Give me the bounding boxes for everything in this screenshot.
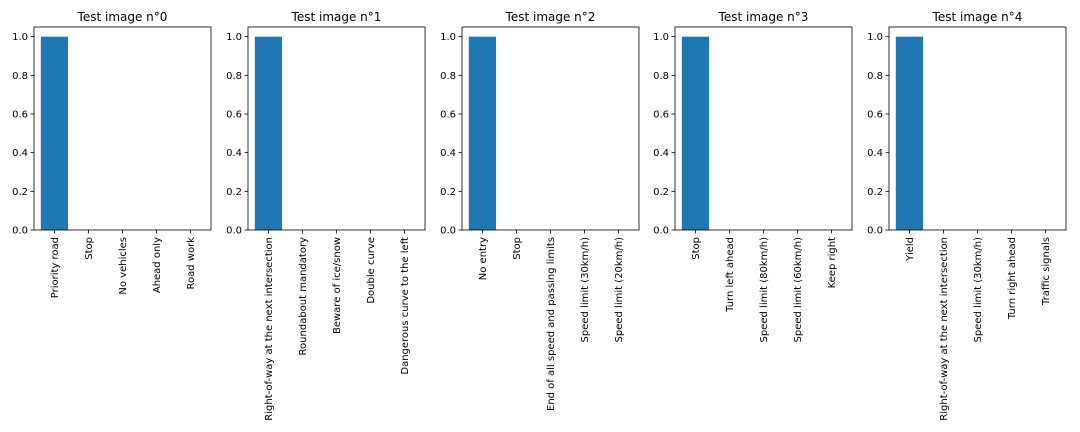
y-tick-label: 0.4: [226, 148, 242, 159]
bar: [254, 36, 283, 230]
y-tick-label: 1.0: [12, 32, 28, 43]
y-tick-label: 0.2: [653, 187, 669, 198]
x-tick-label: End of all speed and passing limits: [546, 237, 557, 411]
y-tick-label: 1.0: [440, 32, 456, 43]
x-tick-label: Ahead only: [152, 237, 163, 293]
x-tick-label: Stop: [512, 237, 523, 260]
x-tick-label: Dangerous curve to the left: [400, 237, 411, 375]
bar: [895, 36, 924, 230]
y-tick-label: 0.6: [440, 110, 456, 121]
x-tick-label: Stop: [84, 237, 95, 260]
x-tick-label: Speed limit (30km/h): [580, 237, 591, 343]
x-tick-label: Stop: [691, 237, 702, 260]
y-tick-label: 0.0: [867, 226, 883, 237]
x-tick-label: Speed limit (20km/h): [614, 237, 625, 343]
x-tick-label: Roundabout mandatory: [298, 237, 309, 356]
chart-title: Test image n°2: [505, 10, 596, 24]
y-tick-label: 0.8: [440, 71, 456, 82]
y-tick-label: 1.0: [226, 32, 242, 43]
x-tick-label: Yield: [905, 237, 916, 262]
y-tick-label: 1.0: [653, 32, 669, 43]
x-tick-label: Speed limit (30km/h): [973, 237, 984, 343]
x-tick-label: Turn right ahead: [1007, 237, 1018, 320]
y-tick-label: 0.6: [653, 110, 669, 121]
chart-panel-2: Test image n°2 0.0 0.2 0.4 0.6 0.8 1.0 No entry…: [440, 10, 640, 411]
chart-panel-3: Test image n°3 0.0 0.2 0.4 0.6 0.8 1.0 Stop Turn…: [653, 10, 853, 343]
y-tick-label: 0.8: [226, 71, 242, 82]
y-tick-label: 0.4: [12, 148, 28, 159]
x-tick-label: Double curve: [366, 237, 377, 304]
x-tick-label: Right-of-way at the next intersection: [939, 237, 950, 421]
bar: [40, 36, 69, 230]
y-tick-label: 0.8: [12, 71, 28, 82]
x-tick-label: Keep right: [827, 237, 838, 288]
y-tick-label: 0.2: [440, 187, 456, 198]
chart-title: Test image n°0: [77, 10, 168, 24]
chart-title: Test image n°1: [291, 10, 382, 24]
y-tick-label: 0.0: [440, 226, 456, 237]
y-tick-label: 0.6: [867, 110, 883, 121]
y-tick-label: 0.0: [12, 226, 28, 237]
x-tick-label: Turn left ahead: [725, 237, 736, 313]
chart-panel-4: Test image n°4 0.0 0.2 0.4 0.6 0.8 1.0 Yield Rig…: [867, 10, 1067, 421]
y-tick-label: 0.0: [226, 226, 242, 237]
x-tick-label: Speed limit (80km/h): [759, 237, 770, 343]
chart-title: Test image n°3: [718, 10, 809, 24]
x-tick-label: Speed limit (60km/h): [793, 237, 804, 343]
y-tick-label: 0.2: [12, 187, 28, 198]
bar: [681, 36, 710, 230]
x-tick-label: Priority road: [50, 237, 61, 298]
y-tick-label: 0.8: [653, 71, 669, 82]
y-tick-label: 0.6: [12, 110, 28, 121]
y-tick-label: 0.6: [226, 110, 242, 121]
bar: [468, 36, 497, 230]
x-tick-label: Beware of ice/snow: [332, 237, 343, 334]
y-tick-label: 0.0: [653, 226, 669, 237]
chart-title: Test image n°4: [932, 10, 1023, 24]
y-tick-label: 0.4: [867, 148, 883, 159]
y-tick-label: 0.4: [653, 148, 669, 159]
y-tick-label: 1.0: [867, 32, 883, 43]
y-tick-label: 0.2: [226, 187, 242, 198]
x-tick-label: Right-of-way at the next intersection: [264, 237, 275, 421]
chart-panel-1: Test image n°1 0.0 0.2 0.4 0.6 0.8 1.0 Right-of…: [226, 10, 426, 421]
x-tick-label: Traffic signals: [1041, 237, 1052, 306]
x-tick-label: No entry: [478, 237, 489, 280]
chart-panel-0: Test image n°0 0.0 0.2 0.4 0.6 0.8 1.0 Priority…: [12, 10, 212, 298]
x-tick-label: Road work: [186, 237, 197, 290]
x-tick-label: No vehicles: [118, 237, 129, 295]
y-tick-label: 0.2: [867, 187, 883, 198]
y-tick-label: 0.4: [440, 148, 456, 159]
y-tick-label: 0.8: [867, 71, 883, 82]
